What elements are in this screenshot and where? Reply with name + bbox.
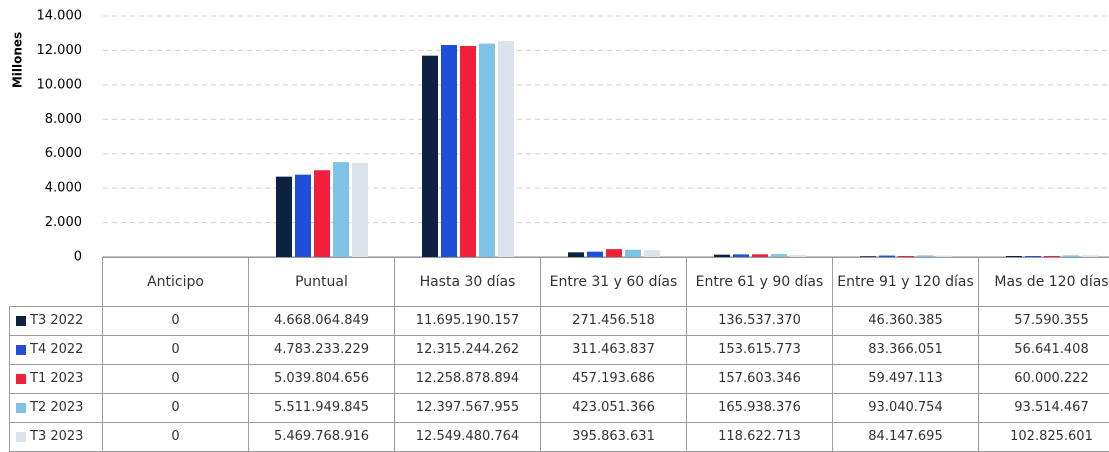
bar [860,256,876,257]
table-value: 59.497.113 [832,364,979,394]
bar [422,55,438,257]
bar [479,43,495,258]
table-value: 60.000.222 [978,364,1109,394]
legend-label: T3 2022 [30,312,84,328]
bar [276,176,292,257]
bar [879,255,895,257]
category-header: Hasta 30 días [394,257,541,307]
legend-swatch [16,374,26,384]
table-value: 4.783.233.229 [248,335,395,365]
bar [1006,256,1022,257]
bar [625,249,641,257]
y-tick-label: 6.000 [45,146,82,161]
table-value: 5.469.768.916 [248,422,395,452]
table-value: 0 [102,393,249,423]
table-value: 12.315.244.262 [394,335,541,365]
table-value: 0 [102,422,249,452]
category-header: Anticipo [102,257,249,307]
table-value: 153.615.773 [686,335,833,365]
table-value: 165.938.376 [686,393,833,423]
table-value: 83.366.051 [832,335,979,365]
bar [314,170,330,257]
table-value: 93.514.467 [978,393,1109,423]
table-value: 136.537.370 [686,306,833,336]
legend-label: T3 2023 [30,428,84,444]
bar [1044,255,1060,257]
bar [771,254,787,257]
bar [1025,256,1041,257]
bar [936,255,952,257]
y-tick-label: 12.000 [37,43,83,58]
table-value: 0 [102,306,249,336]
category-header: Entre 31 y 60 días [540,257,687,307]
legend-label: T1 2023 [30,370,84,386]
y-tick-label: 4.000 [45,181,82,196]
table-value: 84.147.695 [832,422,979,452]
category-header: Puntual [248,257,395,307]
table-value: 93.040.754 [832,393,979,423]
bar [714,254,730,257]
table-value: 11.695.190.157 [394,306,541,336]
table-value: 457.193.686 [540,364,687,394]
table-value: 56.641.408 [978,335,1109,365]
legend-label: T4 2022 [30,341,84,357]
category-header: Entre 61 y 90 días [686,257,833,307]
table-value: 102.825.601 [978,422,1109,452]
bar [352,162,368,257]
bar [1063,255,1079,257]
table-value: 12.549.480.764 [394,422,541,452]
table-value: 4.668.064.849 [248,306,395,336]
bar [1082,255,1098,257]
bar [644,250,660,257]
bar [441,45,457,258]
table-value: 12.258.878.894 [394,364,541,394]
bar [733,254,749,257]
bar [333,162,349,257]
category-header: Entre 91 y 120 días [832,257,979,307]
legend-swatch [16,316,26,326]
bar [460,45,476,258]
table-value: 5.511.949.845 [248,393,395,423]
y-tick-label: 14.000 [37,9,83,24]
table-value: 423.051.366 [540,393,687,423]
table-value: 12.397.567.955 [394,393,541,423]
table-value: 118.622.713 [686,422,833,452]
table-value: 395.863.631 [540,422,687,452]
table-value: 271.456.518 [540,306,687,336]
y-tick-label: 8.000 [45,112,82,127]
bar [790,254,806,257]
legend-label: T2 2023 [30,399,84,415]
table-value: 0 [102,364,249,394]
legend-swatch [16,403,26,413]
bar [917,255,933,257]
y-tick-label: 0 [74,250,82,265]
legend-entry: T3 2023 [9,422,103,452]
y-tick-label: 10.000 [37,77,83,92]
legend-swatch [16,345,26,355]
table-value: 46.360.385 [832,306,979,336]
bar [606,249,622,257]
bar [295,174,311,257]
category-header: Mas de 120 días [978,257,1109,307]
bar [568,252,584,257]
y-axis-label: Millones [11,32,25,88]
legend-entry: T2 2023 [9,393,103,423]
table-value: 0 [102,335,249,365]
legend-entry: T3 2022 [9,306,103,336]
bar [752,254,768,257]
legend-entry: T1 2023 [9,364,103,394]
table-value: 157.603.346 [686,364,833,394]
table-value: 57.590.355 [978,306,1109,336]
legend-swatch [16,432,26,442]
table-value: 311.463.837 [540,335,687,365]
bar [898,255,914,257]
bar [498,40,514,258]
y-tick-label: 2.000 [45,215,82,230]
legend-entry: T4 2022 [9,335,103,365]
table-value: 5.039.804.656 [248,364,395,394]
bar [587,251,603,257]
